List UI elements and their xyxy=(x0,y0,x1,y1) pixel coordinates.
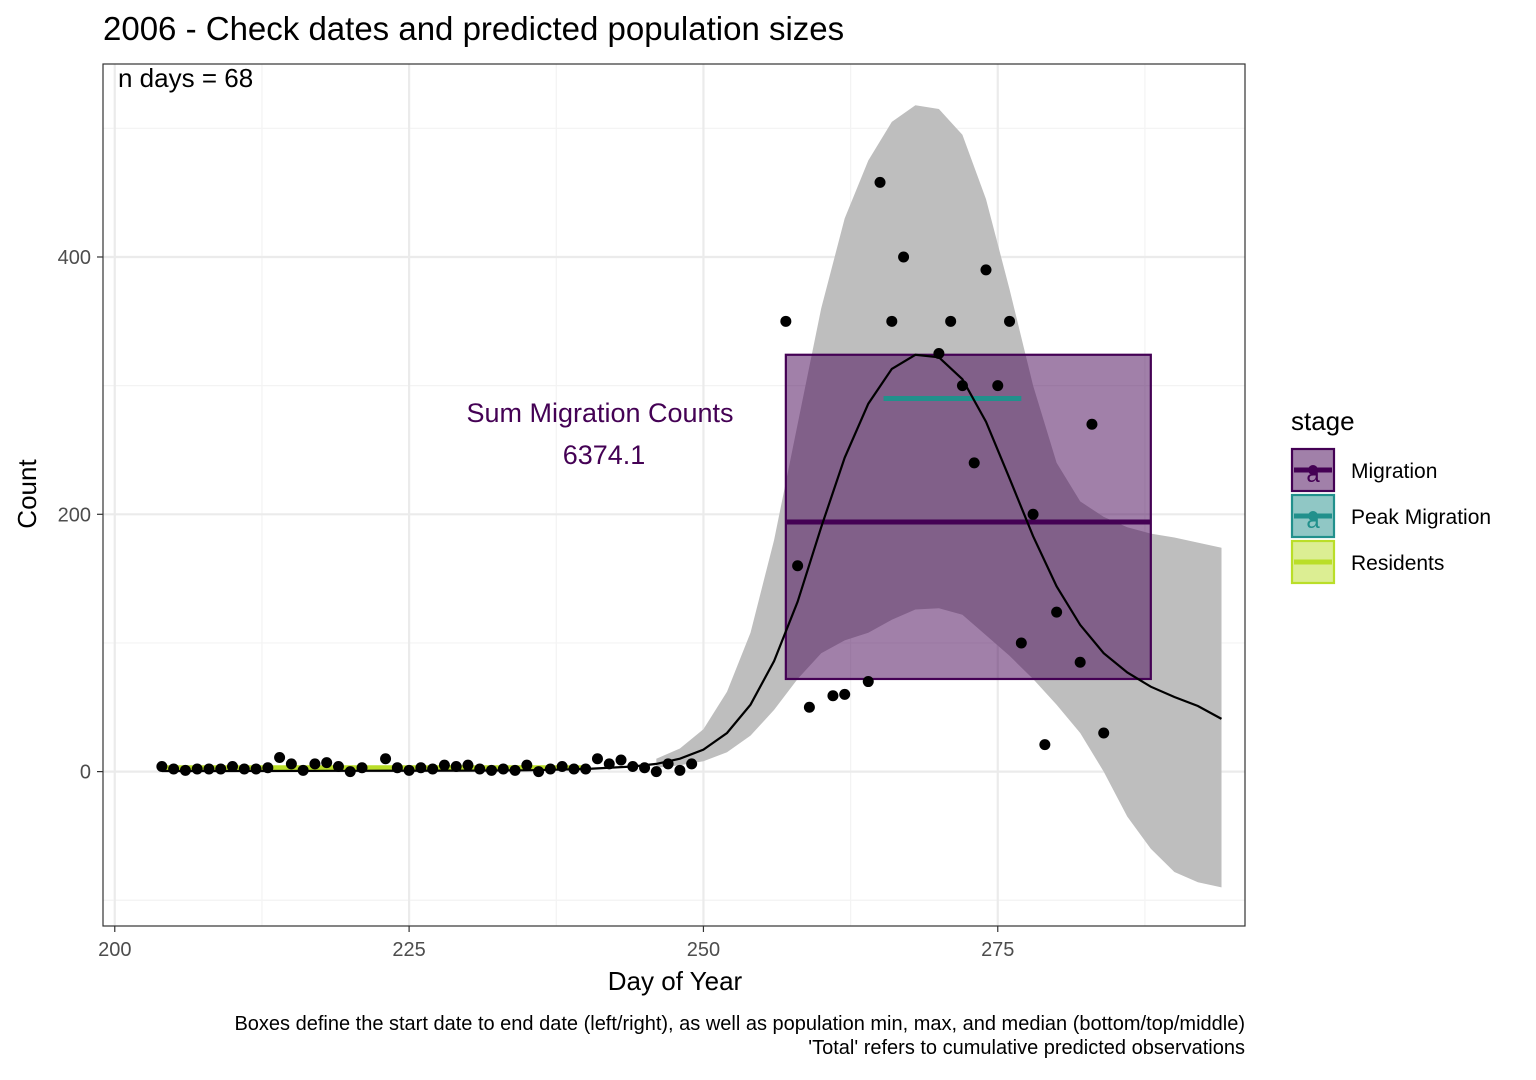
data-point xyxy=(1074,656,1086,668)
data-point xyxy=(227,760,239,772)
data-point xyxy=(792,560,804,572)
data-point xyxy=(1015,637,1027,649)
migration-sum-label: Sum Migration Counts xyxy=(466,398,733,428)
legend-item: a Peak Migration xyxy=(1290,493,1491,539)
data-point xyxy=(168,763,180,775)
data-point xyxy=(462,759,474,771)
x-axis-ticks: 200 225 250 275 xyxy=(98,926,1014,961)
data-point xyxy=(980,264,992,276)
data-point xyxy=(650,766,662,778)
migration-box xyxy=(784,353,1152,681)
x-tick-label: 225 xyxy=(392,939,425,961)
stage-boxes xyxy=(161,353,1152,771)
y-axis-label: Count xyxy=(12,459,42,529)
legend-key-glyph: a xyxy=(1306,507,1320,534)
data-point xyxy=(674,764,686,776)
legend-key-point xyxy=(1308,465,1318,475)
data-point xyxy=(191,763,203,775)
data-point xyxy=(945,315,957,327)
data-point xyxy=(803,701,815,713)
data-point xyxy=(274,751,286,763)
data-point xyxy=(839,688,851,700)
legend-item: a Migration xyxy=(1290,447,1437,493)
x-tick-label: 200 xyxy=(98,939,131,961)
data-point xyxy=(780,315,792,327)
data-point xyxy=(474,763,486,775)
data-point xyxy=(215,763,227,775)
plot-panel xyxy=(102,63,1246,927)
data-point xyxy=(686,758,698,770)
data-point xyxy=(332,760,344,772)
data-point xyxy=(874,176,886,188)
data-point xyxy=(591,753,603,765)
legend-item: Residents xyxy=(1290,539,1444,585)
n-days-annotation: n days = 68 xyxy=(118,63,253,93)
caption-line-2: 'Total' refers to cumulative predicted o… xyxy=(808,1037,1245,1059)
x-tick-label: 250 xyxy=(687,939,720,961)
data-point xyxy=(1086,418,1098,430)
data-point xyxy=(380,753,392,765)
data-point xyxy=(238,763,250,775)
data-point xyxy=(827,690,839,702)
legend-key-glyph: a xyxy=(1306,461,1320,488)
chart-title: 2006 - Check dates and predicted populat… xyxy=(103,10,844,47)
y-tick-label: 0 xyxy=(80,762,91,784)
legend-items: a Migration a Peak Migration Residents xyxy=(1290,447,1491,585)
legend-label: Peak Migration xyxy=(1351,506,1491,529)
data-point xyxy=(968,457,980,469)
migration-sum-value: 6374.1 xyxy=(563,440,646,470)
grid-major xyxy=(103,64,1245,926)
data-point xyxy=(992,380,1004,392)
legend-key-point xyxy=(1308,511,1318,521)
data-point xyxy=(450,760,462,772)
predicted-curve xyxy=(161,353,1223,773)
legend-title: stage xyxy=(1291,406,1355,436)
x-tick-label: 275 xyxy=(981,939,1014,961)
legend: stage a Migration a Peak Migration Residents xyxy=(1290,406,1491,585)
legend-label: Migration xyxy=(1351,460,1437,483)
x-axis-label: Day of Year xyxy=(608,966,743,996)
data-point xyxy=(1039,739,1051,751)
data-point xyxy=(497,763,509,775)
data-point xyxy=(1051,606,1063,618)
data-point xyxy=(862,676,874,688)
data-point xyxy=(898,251,910,263)
data-point xyxy=(1098,727,1110,739)
data-point xyxy=(309,758,321,770)
data-point xyxy=(886,315,898,327)
y-tick-label: 200 xyxy=(58,504,91,526)
data-point xyxy=(615,754,627,766)
y-axis-ticks: 0 200 400 xyxy=(58,247,103,784)
data-point xyxy=(285,758,297,770)
data-point xyxy=(203,763,215,775)
data-point xyxy=(156,760,168,772)
caption-line-1: Boxes define the start date to end date … xyxy=(234,1013,1245,1035)
data-point xyxy=(533,766,545,778)
legend-label: Residents xyxy=(1351,552,1444,575)
data-point xyxy=(438,759,450,771)
plot-panel-border xyxy=(102,63,1246,927)
data-point xyxy=(521,759,533,771)
data-point xyxy=(1004,315,1016,327)
data-point xyxy=(427,763,439,775)
data-point xyxy=(321,757,333,769)
data-point xyxy=(1027,508,1039,520)
y-tick-label: 400 xyxy=(58,247,91,269)
data-point xyxy=(250,763,262,775)
